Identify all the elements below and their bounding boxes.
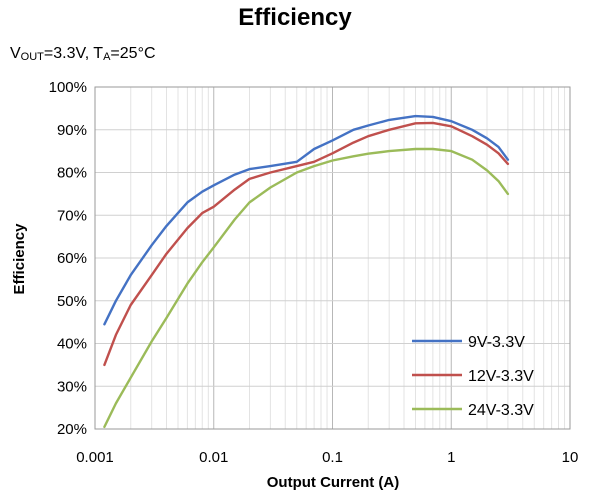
cond-t-rest: =25°C <box>110 45 156 62</box>
cond-t-sub: A <box>103 51 111 63</box>
x-tick-label: 1 <box>447 449 455 466</box>
x-tick-label: 10 <box>562 449 579 466</box>
plot-border <box>94 86 571 430</box>
series-layer <box>103 114 510 429</box>
y-tick-label: 70% <box>57 207 87 224</box>
legend-label: 24V-3.3V <box>468 402 534 419</box>
y-tick-label: 80% <box>57 165 87 182</box>
y-tick-label: 40% <box>57 336 87 353</box>
cond-v-sub: OUT <box>20 51 44 63</box>
y-tick-label: 30% <box>57 378 87 395</box>
tick-layer: 20% 30% 40% 50% 60% 70% 80% 90% 100% 0.001 0.01 0.1… <box>49 79 579 466</box>
chart-title: Efficiency <box>238 4 352 31</box>
grid-layer <box>94 86 571 430</box>
y-axis-title: Efficiency <box>11 223 28 295</box>
legend: 9V-3.3V 12V-3.3V 24V-3.3V <box>412 334 534 419</box>
y-tick-label: 100% <box>49 79 87 96</box>
cond-v-rest: =3.3V, T <box>43 45 104 62</box>
x-axis-title: Output Current (A) <box>267 474 399 491</box>
x-tick-label: 0.001 <box>76 449 114 466</box>
y-tick-label: 20% <box>57 421 87 438</box>
x-tick-label: 0.1 <box>322 449 343 466</box>
series-line <box>103 121 510 367</box>
y-tick-label: 50% <box>57 293 87 310</box>
series-line <box>103 114 510 326</box>
series-line <box>103 147 510 429</box>
test-conditions: VOUT=3.3V, TA=25°C <box>10 45 156 63</box>
legend-label: 12V-3.3V <box>468 368 534 385</box>
y-tick-label: 90% <box>57 122 87 139</box>
cond-v: V <box>10 45 21 62</box>
legend-label: 9V-3.3V <box>468 334 525 351</box>
y-tick-label: 60% <box>57 250 87 267</box>
x-tick-label: 0.01 <box>199 449 228 466</box>
